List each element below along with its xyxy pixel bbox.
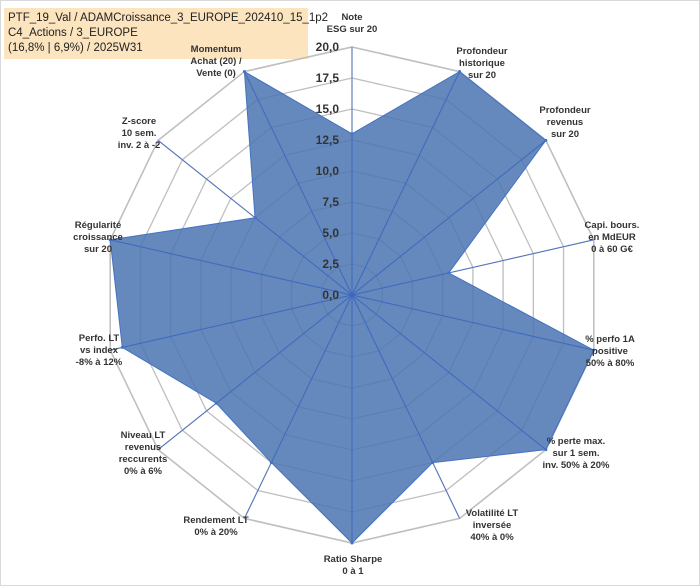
- data-point: [544, 448, 548, 452]
- series-spoke: [110, 294, 353, 351]
- axis-label: % perte max.sur 1 sem.inv. 50% à 20%: [543, 436, 610, 471]
- axis-label-line: Volatilité LT: [466, 508, 519, 519]
- series-spoke: [351, 140, 547, 296]
- data-point: [214, 401, 218, 405]
- data-point: [592, 348, 596, 352]
- axis-label: Rendement LT0% à 20%: [183, 515, 248, 538]
- series-spoke: [351, 294, 594, 351]
- series-spoke: [157, 294, 353, 450]
- series-spoke: [351, 239, 594, 296]
- axis-label-line: Achat (20) /: [190, 56, 242, 67]
- portfolio-title: PTF_19_Val / ADAMCroissance_3_EUROPE_202…: [8, 12, 329, 24]
- series-spoke: [243, 71, 353, 296]
- axis-label-line: Rendement LT: [183, 515, 248, 526]
- axis-label-line: inv. 2 à -2: [118, 140, 161, 151]
- axis-label-line: Capi. bours.: [585, 220, 640, 231]
- tick-label: 0,0: [322, 288, 339, 302]
- label-highlight: [188, 44, 244, 55]
- series-spoke: [243, 294, 353, 519]
- portfolio-info-box: PTF_19_Val / ADAMCroissance_3_EUROPE_202…: [4, 8, 329, 59]
- axis-label-line: -8% à 12%: [76, 357, 123, 368]
- series-spoke: [351, 294, 547, 450]
- axis-label-line: Z-score: [122, 116, 156, 127]
- tick-label: 5,0: [322, 226, 339, 240]
- axis-label-line: sur 20: [551, 129, 579, 140]
- data-point: [544, 138, 548, 142]
- data-point: [242, 70, 246, 74]
- axis-label-line: 0 à 60 G€: [591, 244, 633, 255]
- tick-label: 2,5: [322, 257, 339, 271]
- axis-label-line: Perfo. LT: [79, 333, 120, 344]
- radar-tick-labels: 0,0 2,5 5,0 7,5 10,0 12,5 15,0 17,5 20,0: [316, 40, 340, 302]
- data-point: [431, 461, 435, 465]
- axis-label-line: % perfo 1A: [585, 334, 635, 345]
- data-point: [120, 345, 124, 349]
- axis-label-line: positive: [592, 346, 628, 357]
- portfolio-period: (16,8% | 6,9%) / 2025W31: [8, 42, 143, 54]
- tick-label: 10,0: [316, 164, 340, 178]
- axis-label-line: revenus: [547, 117, 583, 128]
- series-spoke: [110, 239, 353, 296]
- data-point: [447, 271, 451, 275]
- axis-label-line: Note: [341, 12, 362, 23]
- axis-label-line: Profondeur: [539, 105, 590, 116]
- axis-label-line: Momentum: [191, 44, 242, 55]
- portfolio-category: C4_Actions / 3_EUROPE: [8, 27, 138, 39]
- axis-label-line: en MdEUR: [588, 232, 636, 243]
- axis-label-line: reccurents: [119, 454, 168, 465]
- series-spoke: [351, 294, 461, 519]
- axis-label-line: revenus: [125, 442, 161, 453]
- radar-series: [108, 47, 596, 545]
- axis-label-line: vs index: [80, 345, 119, 356]
- axis-label-line: Niveau LT: [121, 430, 166, 441]
- axis-label-line: Régularité: [75, 220, 121, 231]
- axis-label-line: Profondeur: [456, 46, 507, 57]
- axis-label-line: sur 20: [84, 244, 112, 255]
- tick-label: 20,0: [316, 40, 340, 54]
- axis-label-line: sur 20: [468, 70, 496, 81]
- axis-label-line: 0 à 1: [342, 566, 364, 577]
- data-point: [458, 70, 462, 74]
- tick-label: 7,5: [322, 195, 339, 209]
- axis-label-line: Vente (0): [196, 68, 236, 79]
- axis-label-line: 40% à 0%: [470, 532, 514, 543]
- axis-label-line: 10 sem.: [122, 128, 157, 139]
- series-spoke: [351, 71, 461, 296]
- data-point: [108, 238, 112, 242]
- axis-label-line: % perte max.: [547, 436, 606, 447]
- data-point: [350, 541, 354, 545]
- data-point: [350, 132, 354, 136]
- tick-label: 12,5: [316, 133, 340, 147]
- axis-label-line: 0% à 20%: [194, 527, 238, 538]
- data-point: [253, 216, 257, 220]
- axis-label-line: inversée: [473, 520, 512, 531]
- data-point: [269, 461, 273, 465]
- axis-label-line: Ratio Sharpe: [324, 554, 383, 565]
- axis-label-line: 50% à 80%: [586, 358, 635, 369]
- axis-label-line: sur 1 sem.: [553, 448, 600, 459]
- axis-label-line: 0% à 6%: [124, 466, 163, 477]
- axis-label-line: croissance: [73, 232, 123, 243]
- axis-label-line: ESG sur 20: [327, 24, 378, 35]
- axis-label-line: historique: [459, 58, 505, 69]
- tick-label: 15,0: [316, 102, 340, 116]
- tick-label: 17,5: [316, 71, 340, 85]
- axis-label-line: inv. 50% à 20%: [543, 460, 610, 471]
